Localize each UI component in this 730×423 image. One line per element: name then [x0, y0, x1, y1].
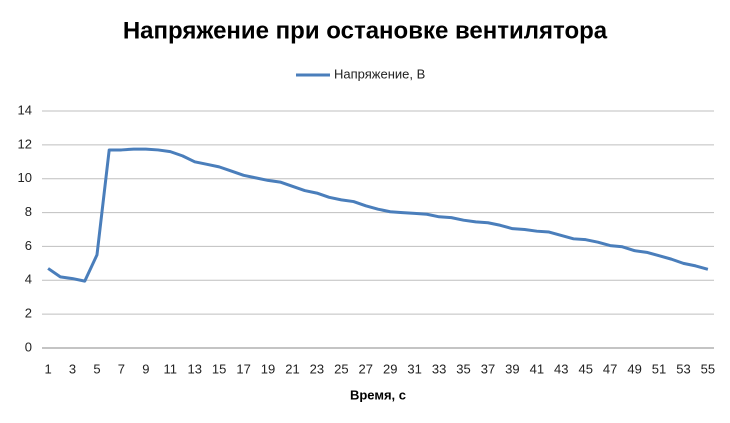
- x-tick-label: 21: [285, 361, 299, 376]
- x-tick-label: 7: [118, 361, 125, 376]
- x-tick-label: 19: [261, 361, 275, 376]
- x-tick-label: 39: [505, 361, 519, 376]
- y-tick-label: 12: [18, 136, 32, 151]
- x-tick-label: 51: [652, 361, 666, 376]
- x-axis-label: Время, с: [350, 387, 406, 402]
- y-tick-label: 14: [18, 102, 32, 117]
- x-tick-label: 11: [164, 361, 178, 376]
- x-tick-label: 43: [554, 361, 568, 376]
- x-tick-label: 9: [142, 361, 149, 376]
- x-tick-label: 1: [44, 361, 51, 376]
- x-tick-label: 41: [530, 361, 544, 376]
- x-tick-label: 35: [456, 361, 470, 376]
- y-tick-label: 0: [25, 339, 32, 354]
- line: [47, 147, 709, 283]
- x-tick-label: 33: [432, 361, 446, 376]
- x-tick-label: 31: [407, 361, 421, 376]
- chart-title: Напряжение при остановке вентилятора: [123, 17, 608, 44]
- y-tick-label: 10: [18, 170, 32, 185]
- x-tick-label: 47: [603, 361, 617, 376]
- x-tick-label: 17: [236, 361, 250, 376]
- x-tick-label: 49: [627, 361, 641, 376]
- x-tick-label: 29: [383, 361, 397, 376]
- y-tick-label: 2: [25, 306, 32, 321]
- y-tick-label: 6: [25, 238, 32, 253]
- legend-label: Напряжение, В: [334, 66, 425, 81]
- x-tick-label: 13: [187, 361, 201, 376]
- x-tick-label: 37: [481, 361, 495, 376]
- x-tick-label: 53: [676, 361, 690, 376]
- y-tick-label: 8: [25, 204, 32, 219]
- x-tick-label: 5: [93, 361, 100, 376]
- x-tick-label: 23: [310, 361, 324, 376]
- y-tick-label: 4: [25, 272, 32, 287]
- x-tick-label: 25: [334, 361, 348, 376]
- x-tick-label: 45: [578, 361, 592, 376]
- x-tick-label: 27: [359, 361, 373, 376]
- x-tick-label: 3: [69, 361, 76, 376]
- x-tick-label: 55: [701, 361, 715, 376]
- x-tick-label: 15: [212, 361, 226, 376]
